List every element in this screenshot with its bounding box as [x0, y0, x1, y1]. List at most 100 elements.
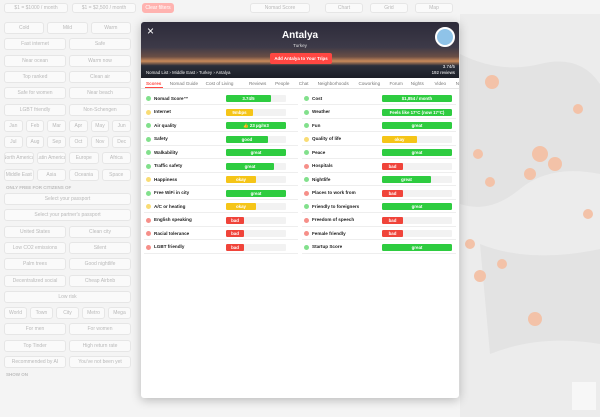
- score-icon: [146, 217, 151, 223]
- close-button[interactable]: ×: [147, 24, 155, 38]
- filter-button[interactable]: You've not been yet: [69, 356, 131, 368]
- filter-button[interactable]: Safe for women: [4, 87, 66, 100]
- filter-button[interactable]: Cold: [4, 22, 45, 34]
- filter-button[interactable]: Space: [101, 168, 131, 181]
- filter-button[interactable]: Select your partner's passport: [4, 209, 131, 222]
- filter-button[interactable]: Clean city: [69, 225, 131, 238]
- marker: [485, 177, 495, 187]
- filter-button[interactable]: Recommended by AI: [4, 356, 66, 368]
- tab[interactable]: Nights: [410, 81, 424, 86]
- filter-button[interactable]: Palm trees: [4, 258, 66, 271]
- filter-button[interactable]: Jun: [112, 119, 131, 132]
- filter-button[interactable]: Apr: [69, 119, 88, 132]
- filter-button[interactable]: Jul: [4, 136, 23, 149]
- filter-button[interactable]: Feb: [25, 119, 45, 132]
- filter-button[interactable]: Europe: [69, 152, 99, 165]
- filter-button[interactable]: Select your passport: [4, 193, 131, 205]
- score-bar: great: [226, 162, 274, 170]
- filter-button[interactable]: Oceania: [69, 168, 99, 181]
- score-row: Freedom of speech bad: [302, 214, 456, 227]
- tab[interactable]: Coworking: [358, 81, 381, 86]
- tab[interactable]: Nomad Guide: [169, 81, 199, 86]
- filter-button[interactable]: Good nightlife: [69, 258, 131, 271]
- view-button[interactable]: Chart: [325, 3, 363, 13]
- filter-button[interactable]: Sep: [47, 136, 66, 149]
- filter-button[interactable]: Top ranked: [4, 70, 66, 83]
- filter-button[interactable]: Asia: [36, 168, 66, 181]
- tab[interactable]: Reviews: [248, 81, 267, 86]
- filter-button[interactable]: Top Tinder: [4, 339, 66, 352]
- section-label: ONLY FREE FOR CITIZENS OF: [6, 185, 72, 190]
- filter-button[interactable]: Mega: [108, 307, 131, 320]
- filter-button[interactable]: Warm: [90, 22, 131, 34]
- score-value: great: [250, 150, 262, 156]
- view-button[interactable]: Grid: [370, 3, 408, 13]
- filter-button[interactable]: World: [4, 307, 27, 320]
- filter-button[interactable]: High return rate: [69, 339, 131, 352]
- view-button[interactable]: Nomad Score: [250, 3, 310, 13]
- filter-button[interactable]: Near ocean: [4, 54, 66, 67]
- tab[interactable]: Cost of Living: [205, 81, 234, 86]
- score-row: Hospitals bad: [302, 160, 456, 173]
- filter-button[interactable]: Nov: [90, 136, 110, 149]
- tab[interactable]: Neighborhoods: [317, 81, 349, 86]
- tab[interactable]: Chat: [298, 81, 309, 86]
- filter-button[interactable]: Jan: [4, 119, 23, 132]
- score-row: Racial tolerance bad: [144, 227, 298, 240]
- filter-button[interactable]: Cheap Airbnb: [69, 274, 131, 287]
- filter-button[interactable]: Silent: [69, 241, 131, 254]
- score-value: great: [401, 177, 412, 183]
- filter-button[interactable]: LGBT friendly: [4, 103, 66, 116]
- score-value: Feels like 17°C (now 17°C): [389, 109, 445, 115]
- filter-button[interactable]: North America: [4, 152, 34, 165]
- score-bar: great: [382, 203, 452, 210]
- clear-filters-button[interactable]: Clear filters: [142, 3, 174, 13]
- filter-button[interactable]: May: [90, 119, 110, 132]
- score-label: Startup Score: [312, 244, 343, 249]
- filter-button[interactable]: Mar: [47, 119, 66, 132]
- filter-button[interactable]: Town: [30, 307, 53, 320]
- filter-button[interactable]: Low CO2 emissions: [4, 241, 66, 254]
- filter-button[interactable]: Latin America: [36, 152, 66, 165]
- filter-button[interactable]: United States: [4, 225, 66, 238]
- filter-button[interactable]: Africa: [101, 152, 131, 165]
- tab[interactable]: Video: [434, 81, 447, 86]
- score-row: Startup Score great: [302, 241, 456, 254]
- filter-button[interactable]: Decentralized social: [4, 274, 66, 287]
- score-value: okay: [394, 136, 405, 142]
- filter-button[interactable]: City: [56, 307, 79, 320]
- map-markers: [460, 54, 600, 410]
- filter-button[interactable]: For women: [69, 323, 131, 336]
- score-row: Free WiFi in city great: [144, 187, 298, 200]
- score-value: great: [411, 244, 423, 250]
- filter-button[interactable]: Oct: [69, 136, 88, 149]
- score-icon: [146, 123, 151, 128]
- filter-button[interactable]: Non-Schengen: [69, 103, 131, 116]
- tab[interactable]: Scores: [146, 81, 162, 86]
- tab[interactable]: N: [455, 81, 459, 86]
- view-button[interactable]: Map: [415, 3, 453, 13]
- score-bar-track: bad: [382, 216, 452, 224]
- filter-button[interactable]: Middle East: [4, 168, 34, 181]
- filter-button[interactable]: For men: [4, 323, 66, 336]
- filter-button[interactable]: Aug: [25, 136, 45, 149]
- tab[interactable]: Forum: [389, 81, 403, 86]
- filter-button[interactable]: Mild: [47, 22, 88, 34]
- hero-image: [141, 22, 459, 78]
- filter-button[interactable]: $1 = $1000 / month: [4, 3, 68, 13]
- filter-button[interactable]: Dec: [112, 136, 131, 149]
- filter-button[interactable]: Near beach: [69, 87, 131, 100]
- score-bar: bad: [382, 189, 403, 197]
- filter-button[interactable]: Safe: [69, 38, 131, 51]
- filter-button[interactable]: Fast internet: [4, 38, 66, 51]
- filter-button[interactable]: Clean air: [69, 70, 131, 83]
- add-trip-button[interactable]: Add Antalya to Your Trips: [270, 53, 332, 64]
- score-label: Happiness: [154, 176, 178, 182]
- score-bar-track: bad: [226, 230, 286, 237]
- filter-button[interactable]: Low risk: [4, 290, 131, 303]
- filter-button[interactable]: Warm now: [69, 54, 131, 67]
- score-bar-track: okay: [226, 176, 286, 183]
- tab[interactable]: People: [275, 81, 290, 86]
- filter-button[interactable]: $1 = $2,500 / month: [72, 3, 136, 13]
- filter-button[interactable]: Metro: [82, 307, 105, 320]
